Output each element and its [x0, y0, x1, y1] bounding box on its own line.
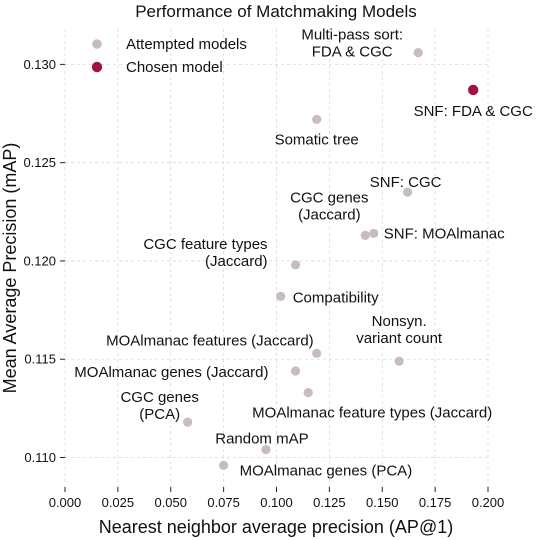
y-tick-label: 0.110 — [24, 450, 56, 465]
x-tick-label: 0.075 — [207, 495, 240, 510]
attempted-model-point — [219, 460, 229, 470]
x-axis-label: Nearest neighbor average precision (AP@1… — [99, 517, 453, 537]
point-label-line: MOAlmanac features (Jaccard) — [106, 332, 314, 349]
point-label: MOAlmanac features (Jaccard) — [106, 332, 314, 349]
point-label: Nonsyn. variant count — [356, 313, 443, 347]
x-tick-label: 0.000 — [49, 495, 82, 510]
legend-marker — [91, 61, 103, 73]
point-label-line: (Jaccard) — [205, 253, 268, 270]
point-label-line: FDA & CGC — [312, 44, 393, 61]
point-labels: Multi-pass sort: FDA & CGC Somatic tree SNF… — [74, 27, 533, 480]
attempted-model-point — [369, 228, 379, 239]
legend-label: Attempted models — [126, 36, 247, 53]
attempted-model-point — [394, 356, 404, 366]
x-tick-label: 0.100 — [260, 495, 293, 510]
point-label: MOAlmanac genes (PCA) — [240, 462, 413, 479]
point-label: MOAlmanac genes (Jaccard) — [74, 364, 268, 381]
point-label: CGC genes (Jaccard) — [290, 189, 368, 223]
attempted-model-point — [276, 291, 286, 301]
x-tick-label: 0.125 — [313, 495, 346, 510]
point-label: CGC genes (PCA) — [120, 389, 198, 423]
attempted-model-point — [403, 187, 413, 197]
point-label-line: (PCA) — [139, 406, 180, 423]
point-label-line: Somatic tree — [275, 131, 359, 148]
point-label-line: CGC feature types — [143, 236, 267, 253]
x-tick-label: 0.200 — [472, 495, 505, 510]
point-label-line: Random mAP — [215, 431, 308, 448]
point-label-line: SNF: FDA & CGC — [414, 103, 533, 120]
axes: 0.000 0.025 0.050 0.075 0.100 0.125 0.150 0.175… — [23, 57, 504, 510]
x-tick-label: 0.050 — [154, 495, 187, 510]
data-points — [183, 47, 479, 470]
point-label-line: MOAlmanac feature types (Jaccard) — [252, 405, 492, 422]
point-label-line: CGC genes — [120, 389, 198, 406]
legend-label: Chosen model — [126, 59, 223, 76]
grid — [64, 29, 489, 487]
point-label: SNF: MOAlmanac — [384, 225, 505, 242]
legend: Attempted models Chosen model — [91, 36, 247, 76]
point-label-line: Multi-pass sort: — [301, 27, 403, 44]
point-label: MOAlmanac feature types (Jaccard) — [252, 405, 492, 422]
point-label-line: SNF: CGC — [370, 174, 442, 191]
attempted-model-point — [261, 445, 271, 455]
attempted-model-point — [360, 230, 370, 240]
attempted-model-point — [290, 366, 301, 376]
x-tick-label: 0.025 — [102, 495, 135, 510]
attempted-model-point — [290, 260, 301, 270]
point-label-line: variant count — [356, 330, 443, 347]
point-label-line: Compatibility — [293, 289, 379, 306]
attempted-model-point — [312, 348, 322, 358]
point-label: SNF: CGC — [370, 174, 442, 191]
point-label-line: Nonsyn. — [372, 313, 427, 330]
y-tick-label: 0.130 — [23, 57, 56, 72]
point-label: Somatic tree — [275, 131, 359, 148]
point-label-line: (Jaccard) — [298, 206, 361, 223]
point-label-line: MOAlmanac genes (Jaccard) — [74, 364, 268, 381]
x-tick-label: 0.150 — [366, 495, 399, 510]
point-label: Compatibility — [293, 289, 379, 306]
x-tick-label: 0.175 — [419, 495, 452, 510]
y-tick-label: 0.115 — [24, 352, 56, 367]
y-tick-label: 0.125 — [23, 155, 56, 170]
attempted-model-point — [183, 417, 193, 427]
attempted-model-point — [413, 47, 423, 58]
point-label: CGC feature types (Jaccard) — [143, 236, 267, 270]
chart-title: Performance of Matchmaking Models — [135, 2, 417, 21]
attempted-model-point — [312, 114, 322, 125]
legend-marker — [92, 39, 102, 49]
chosen-model-point — [467, 84, 479, 96]
point-label-line: MOAlmanac genes (PCA) — [240, 462, 413, 479]
y-tick-label: 0.120 — [23, 253, 56, 268]
point-label: Random mAP — [215, 431, 308, 448]
attempted-model-point — [303, 388, 313, 398]
point-label: Multi-pass sort: FDA & CGC — [301, 27, 403, 61]
y-axis-label: Mean Average Precision (mAP) — [0, 143, 20, 394]
point-label-line: CGC genes — [290, 189, 368, 206]
point-label-line: SNF: MOAlmanac — [384, 225, 505, 242]
point-label: SNF: FDA & CGC — [414, 103, 533, 120]
